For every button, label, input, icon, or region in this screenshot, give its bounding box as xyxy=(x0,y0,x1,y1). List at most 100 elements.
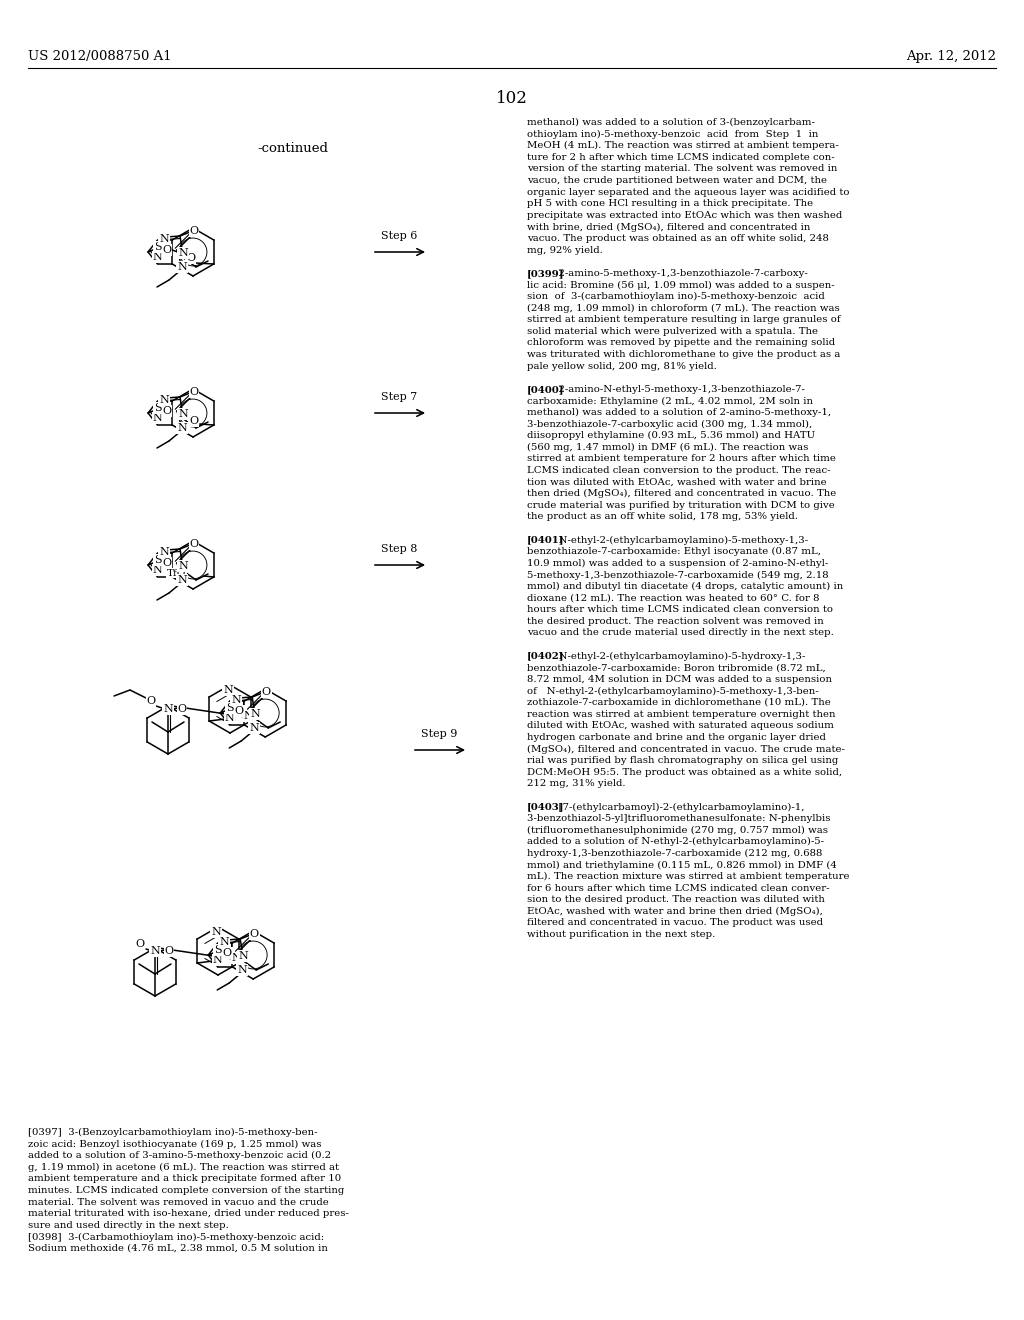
Text: benzothiazole-7-carboxamide: Boron tribromide (8.72 mL,: benzothiazole-7-carboxamide: Boron tribr… xyxy=(527,663,825,672)
Text: N: N xyxy=(249,723,259,733)
Text: ambient temperature and a thick precipitate formed after 10: ambient temperature and a thick precipit… xyxy=(28,1175,341,1184)
Text: 3-benzothiazole-7-carboxylic acid (300 mg, 1.34 mmol),: 3-benzothiazole-7-carboxylic acid (300 m… xyxy=(527,420,812,429)
Text: N: N xyxy=(244,711,254,721)
Text: N: N xyxy=(159,395,169,405)
Text: material. The solvent was removed in vacuo and the crude: material. The solvent was removed in vac… xyxy=(28,1197,329,1206)
Text: filtered and concentrated in vacuo. The product was used: filtered and concentrated in vacuo. The … xyxy=(527,919,823,928)
Text: US 2012/0088750 A1: US 2012/0088750 A1 xyxy=(28,50,172,63)
Text: rial was purified by flash chromatography on silica gel using: rial was purified by flash chromatograph… xyxy=(527,756,839,766)
Text: 2-amino-N-ethyl-5-methoxy-1,3-benzothiazole-7-: 2-amino-N-ethyl-5-methoxy-1,3-benzothiaz… xyxy=(552,385,805,393)
Text: mL). The reaction mixture was stirred at ambient temperature: mL). The reaction mixture was stirred at… xyxy=(527,873,850,882)
Text: O: O xyxy=(135,939,144,949)
Text: N: N xyxy=(223,685,232,696)
Text: -continued: -continued xyxy=(257,143,329,154)
Text: N: N xyxy=(153,565,163,576)
Text: DCM:MeOH 95:5. The product was obtained as a white solid,: DCM:MeOH 95:5. The product was obtained … xyxy=(527,768,842,776)
Text: the product as an off white solid, 178 mg, 53% yield.: the product as an off white solid, 178 m… xyxy=(527,512,798,521)
Text: hydroxy-1,3-benzothiazole-7-carboxamide (212 mg, 0.688: hydroxy-1,3-benzothiazole-7-carboxamide … xyxy=(527,849,822,858)
Text: N: N xyxy=(250,709,260,719)
Text: [7-(ethylcarbamoyl)-2-(ethylcarbamoylamino)-1,: [7-(ethylcarbamoyl)-2-(ethylcarbamoylami… xyxy=(552,803,804,812)
Text: pH 5 with cone HCl resulting in a thick precipitate. The: pH 5 with cone HCl resulting in a thick … xyxy=(527,199,813,209)
Text: N: N xyxy=(153,413,163,422)
Text: S: S xyxy=(214,945,221,954)
Text: the desired product. The reaction solvent was removed in: the desired product. The reaction solven… xyxy=(527,616,823,626)
Text: TfO: TfO xyxy=(167,569,185,578)
Text: O: O xyxy=(189,416,199,426)
Text: N-ethyl-2-(ethylcarbamoylamino)-5-methoxy-1,3-: N-ethyl-2-(ethylcarbamoylamino)-5-methox… xyxy=(552,536,808,545)
Text: N: N xyxy=(178,409,187,418)
Text: N: N xyxy=(239,950,248,961)
Text: Step 7: Step 7 xyxy=(381,392,417,403)
Text: N: N xyxy=(177,261,186,272)
Text: stirred at ambient temperature resulting in large granules of: stirred at ambient temperature resulting… xyxy=(527,315,841,325)
Text: O: O xyxy=(250,929,259,939)
Text: O: O xyxy=(262,686,270,697)
Text: N: N xyxy=(178,561,187,572)
Text: N: N xyxy=(151,946,160,956)
Text: othioylam ino)-5-methoxy-benzoic  acid  from  Step  1  in: othioylam ino)-5-methoxy-benzoic acid fr… xyxy=(527,129,818,139)
Text: benzothiazole-7-carboxamide: Ethyl isocyanate (0.87 mL,: benzothiazole-7-carboxamide: Ethyl isocy… xyxy=(527,548,821,556)
Text: N: N xyxy=(153,252,163,261)
Text: [0402]: [0402] xyxy=(527,652,564,660)
Text: pale yellow solid, 200 mg, 81% yield.: pale yellow solid, 200 mg, 81% yield. xyxy=(527,362,717,371)
Text: mmol) and dibutyl tin diacetate (4 drops, catalytic amount) in: mmol) and dibutyl tin diacetate (4 drops… xyxy=(527,582,843,591)
Text: O: O xyxy=(189,387,199,397)
Text: for 6 hours after which time LCMS indicated clean conver-: for 6 hours after which time LCMS indica… xyxy=(527,883,829,892)
Text: mg, 92% yield.: mg, 92% yield. xyxy=(527,246,603,255)
Text: N: N xyxy=(177,422,186,433)
Text: then dried (MgSO₄), filtered and concentrated in vacuo. The: then dried (MgSO₄), filtered and concent… xyxy=(527,490,837,499)
Text: Apr. 12, 2012: Apr. 12, 2012 xyxy=(906,50,996,63)
Text: [0398]  3-(Carbamothioylam ino)-5-methoxy-benzoic acid:: [0398] 3-(Carbamothioylam ino)-5-methoxy… xyxy=(28,1233,325,1242)
Text: zoic acid: Benzoyl isothiocyanate (169 p, 1.25 mmol) was: zoic acid: Benzoyl isothiocyanate (169 p… xyxy=(28,1139,322,1148)
Text: vacuo. The product was obtained as an off white solid, 248: vacuo. The product was obtained as an of… xyxy=(527,234,828,243)
Text: O: O xyxy=(146,696,156,706)
Text: O: O xyxy=(189,226,199,236)
Text: O: O xyxy=(163,407,172,416)
Text: [0397]  3-(Benzoylcarbamothioylam ino)-5-methoxy-ben-: [0397] 3-(Benzoylcarbamothioylam ino)-5-… xyxy=(28,1129,317,1137)
Text: material triturated with iso-hexane, dried under reduced pres-: material triturated with iso-hexane, dri… xyxy=(28,1209,349,1218)
Text: sure and used directly in the next step.: sure and used directly in the next step. xyxy=(28,1221,229,1230)
Text: diisopropyl ethylamine (0.93 mL, 5.36 mmol) and HATU: diisopropyl ethylamine (0.93 mL, 5.36 mm… xyxy=(527,432,815,441)
Text: N: N xyxy=(159,234,169,244)
Text: N-ethyl-2-(ethylcarbamoylamino)-5-hydroxy-1,3-: N-ethyl-2-(ethylcarbamoylamino)-5-hydrox… xyxy=(552,652,805,661)
Text: dioxane (12 mL). The reaction was heated to 60° C. for 8: dioxane (12 mL). The reaction was heated… xyxy=(527,594,819,603)
Text: 2-amino-5-methoxy-1,3-benzothiazole-7-carboxy-: 2-amino-5-methoxy-1,3-benzothiazole-7-ca… xyxy=(552,269,807,277)
Text: 3-benzothiazol-5-yl]trifluoromethanesulfonate: N-phenylbis: 3-benzothiazol-5-yl]trifluoromethanesulf… xyxy=(527,814,830,822)
Text: N: N xyxy=(238,965,247,975)
Text: O: O xyxy=(234,706,244,715)
Text: O: O xyxy=(186,253,196,263)
Text: was triturated with dichloromethane to give the product as a: was triturated with dichloromethane to g… xyxy=(527,350,841,359)
Text: (560 mg, 1.47 mmol) in DMF (6 mL). The reaction was: (560 mg, 1.47 mmol) in DMF (6 mL). The r… xyxy=(527,442,808,451)
Text: Step 6: Step 6 xyxy=(381,231,417,242)
Text: minutes. LCMS indicated complete conversion of the starting: minutes. LCMS indicated complete convers… xyxy=(28,1185,344,1195)
Text: 212 mg, 31% yield.: 212 mg, 31% yield. xyxy=(527,779,626,788)
Text: with brine, dried (MgSO₄), filtered and concentrated in: with brine, dried (MgSO₄), filtered and … xyxy=(527,222,810,231)
Text: carboxamide: Ethylamine (2 mL, 4.02 mmol, 2M soln in: carboxamide: Ethylamine (2 mL, 4.02 mmol… xyxy=(527,396,813,405)
Text: tion was diluted with EtOAc, washed with water and brine: tion was diluted with EtOAc, washed with… xyxy=(527,478,826,487)
Text: LCMS indicated clean conversion to the product. The reac-: LCMS indicated clean conversion to the p… xyxy=(527,466,830,475)
Text: sion  of  3-(carbamothioylam ino)-5-methoxy-benzoic  acid: sion of 3-(carbamothioylam ino)-5-methox… xyxy=(527,292,824,301)
Text: zothiazole-7-carboxamide in dichloromethane (10 mL). The: zothiazole-7-carboxamide in dichlorometh… xyxy=(527,698,830,708)
Text: added to a solution of N-ethyl-2-(ethylcarbamoylamino)-5-: added to a solution of N-ethyl-2-(ethylc… xyxy=(527,837,824,846)
Text: of   N-ethyl-2-(ethylcarbamoylamino)-5-methoxy-1,3-ben-: of N-ethyl-2-(ethylcarbamoylamino)-5-met… xyxy=(527,686,818,696)
Text: N: N xyxy=(159,546,169,557)
Text: lic acid: Bromine (56 μl, 1.09 mmol) was added to a suspen-: lic acid: Bromine (56 μl, 1.09 mmol) was… xyxy=(527,280,835,289)
Text: hydrogen carbonate and brine and the organic layer dried: hydrogen carbonate and brine and the org… xyxy=(527,733,826,742)
Text: Sodium methoxide (4.76 mL, 2.38 mmol, 0.5 M solution in: Sodium methoxide (4.76 mL, 2.38 mmol, 0.… xyxy=(28,1243,328,1253)
Text: EtOAc, washed with water and brine then dried (MgSO₄),: EtOAc, washed with water and brine then … xyxy=(527,907,823,916)
Text: solid material which were pulverized with a spatula. The: solid material which were pulverized wit… xyxy=(527,327,818,335)
Text: S: S xyxy=(154,554,162,565)
Text: chloroform was removed by pipette and the remaining solid: chloroform was removed by pipette and th… xyxy=(527,338,836,347)
Text: (MgSO₄), filtered and concentrated in vacuo. The crude mate-: (MgSO₄), filtered and concentrated in va… xyxy=(527,744,845,754)
Text: S: S xyxy=(154,242,162,252)
Text: vacuo and the crude material used directly in the next step.: vacuo and the crude material used direct… xyxy=(527,628,834,638)
Text: sion to the desired product. The reaction was diluted with: sion to the desired product. The reactio… xyxy=(527,895,825,904)
Text: 5-methoxy-1,3-benzothiazole-7-carboxamide (549 mg, 2.18: 5-methoxy-1,3-benzothiazole-7-carboxamid… xyxy=(527,570,828,579)
Text: version of the starting material. The solvent was removed in: version of the starting material. The so… xyxy=(527,165,838,173)
Text: organic layer separated and the aqueous layer was acidified to: organic layer separated and the aqueous … xyxy=(527,187,850,197)
Text: N: N xyxy=(211,927,221,937)
Text: O: O xyxy=(177,704,186,714)
Text: 10.9 mmol) was added to a suspension of 2-amino-N-ethyl-: 10.9 mmol) was added to a suspension of … xyxy=(527,558,828,568)
Text: (248 mg, 1.09 mmol) in chloroform (7 mL). The reaction was: (248 mg, 1.09 mmol) in chloroform (7 mL)… xyxy=(527,304,840,313)
Text: 8.72 mmol, 4M solution in DCM was added to a suspension: 8.72 mmol, 4M solution in DCM was added … xyxy=(527,675,831,684)
